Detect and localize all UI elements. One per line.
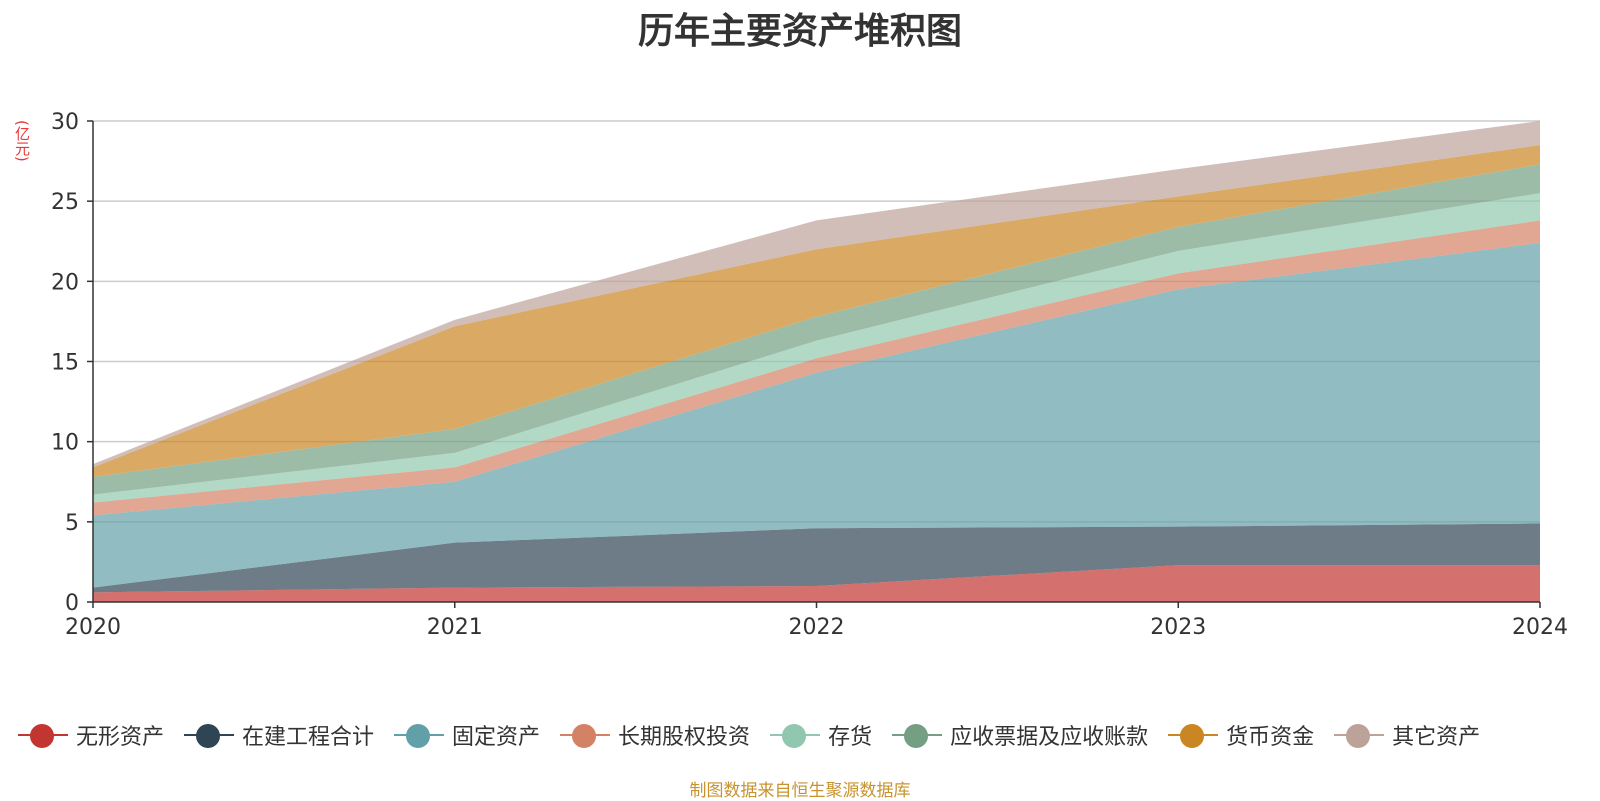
y-tick-label: 20 [51, 270, 79, 295]
area-series-7 [93, 121, 1540, 468]
legend-marker-icon [18, 722, 68, 748]
x-tick-label: 2023 [1150, 615, 1206, 640]
y-tick-label: 15 [51, 351, 79, 376]
legend-marker-icon [1168, 722, 1219, 748]
area-series-1 [93, 523, 1540, 593]
legend-marker-icon [1334, 722, 1385, 748]
y-tick-label: 10 [51, 431, 79, 456]
y-axis-unit-label: (亿元) [13, 120, 31, 162]
legend-label: 应收票据及应收账款 [950, 725, 1149, 750]
legend-item[interactable]: 其它资产 [1334, 719, 1480, 751]
y-tick-label: 0 [65, 591, 79, 616]
area-series-4 [93, 193, 1540, 503]
legend-item[interactable]: 存货 [770, 719, 872, 751]
legend-item[interactable]: 货币资金 [1168, 719, 1314, 751]
area-series-0 [93, 565, 1540, 602]
legend-label: 在建工程合计 [242, 725, 375, 750]
legend-label: 其它资产 [1392, 725, 1481, 750]
legend-label: 长期股权投资 [618, 725, 751, 750]
chart-title: 历年主要资产堆积图 [637, 11, 962, 52]
chart-legend: 无形资产 在建工程合计 固定资产 长期股权投资 存货 应收票据及应收账款 货币资金 其它资产 [18, 720, 1598, 750]
x-tick-label: 2024 [1512, 615, 1568, 640]
legend-marker-icon [394, 722, 445, 748]
area-series-5 [93, 164, 1540, 495]
legend-label: 无形资产 [76, 725, 165, 750]
y-tick-label: 5 [65, 511, 79, 536]
area-series-3 [93, 220, 1540, 516]
legend-item[interactable]: 无形资产 [18, 719, 164, 751]
legend-item[interactable]: 固定资产 [394, 719, 540, 751]
legend-marker-icon [560, 722, 611, 748]
stacked-area-chart: 0 5 10 15 20 25 30 2020 2021 2022 2023 2024 [51, 110, 1568, 640]
y-tick-label: 25 [51, 190, 79, 215]
legend-item[interactable]: 在建工程合计 [184, 719, 374, 751]
x-tick-label: 2022 [789, 615, 845, 640]
legend-marker-icon [184, 722, 235, 748]
legend-item[interactable]: 应收票据及应收账款 [892, 719, 1148, 751]
legend-item[interactable]: 长期股权投资 [560, 719, 750, 751]
legend-marker-icon [770, 722, 821, 748]
y-tick-label: 30 [51, 110, 79, 135]
area-series-6 [93, 145, 1540, 477]
source-note: 制图数据来自恒生聚源数据库 [689, 781, 911, 801]
legend-label: 货币资金 [1226, 725, 1315, 750]
x-tick-label: 2021 [427, 615, 483, 640]
x-tick-label: 2020 [65, 615, 121, 640]
legend-label: 存货 [828, 725, 873, 750]
legend-marker-icon [892, 722, 943, 748]
legend-label: 固定资产 [452, 725, 541, 750]
area-series-2 [93, 242, 1540, 588]
